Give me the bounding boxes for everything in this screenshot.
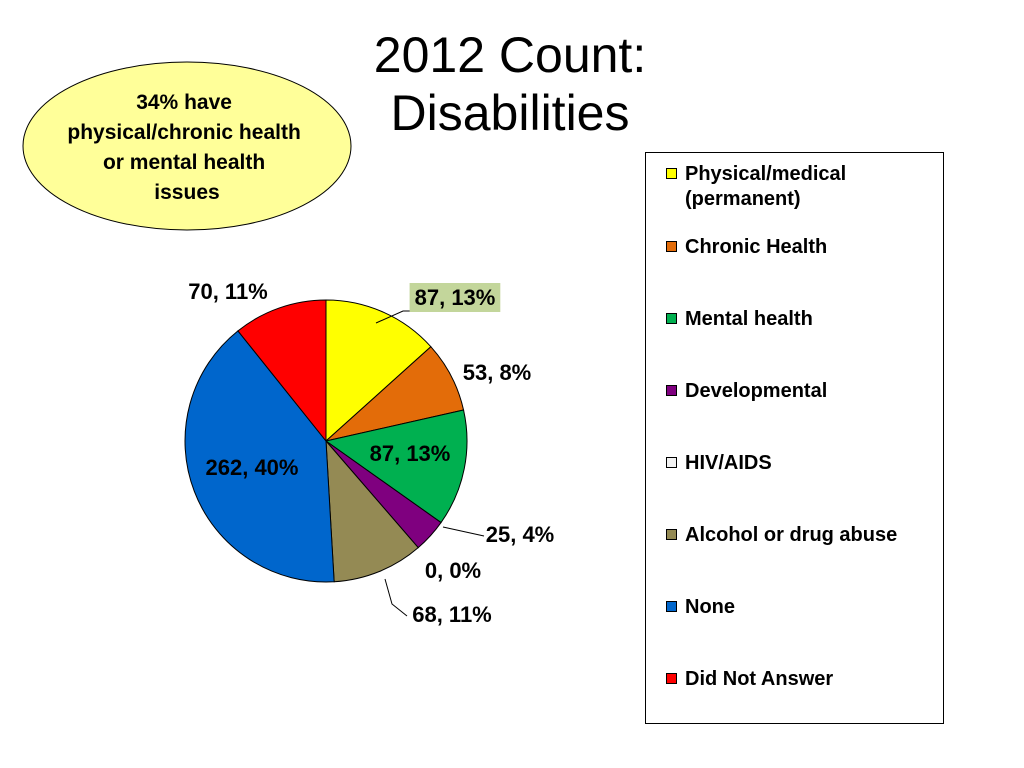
- legend-label-line: HIV/AIDS: [685, 452, 772, 474]
- legend-swatch: [666, 313, 677, 324]
- legend-swatch: [666, 673, 677, 684]
- chart-title-line-2: Disabilities: [390, 85, 630, 141]
- data-label-physical-medical-permanent: 87, 13%: [415, 285, 496, 310]
- data-label-highlight-physical-medical-permanent: [409, 283, 501, 312]
- legend-label-line: Chronic Health: [685, 236, 828, 258]
- legend-swatch: [666, 168, 677, 179]
- legend-label: Alcohol or drug abuse: [685, 523, 935, 548]
- pie-slice-alcohol-or-drug-abuse: [325, 439, 419, 583]
- legend-label: Developmental: [685, 379, 935, 404]
- callout-ellipse: [22, 61, 352, 231]
- pie-slice-did-not-answer: [237, 299, 327, 443]
- legend-swatch: [666, 529, 677, 540]
- legend-label-line: Did Not Answer: [685, 668, 834, 690]
- callout-line-1: 34% have: [136, 91, 232, 114]
- legend-swatch: [666, 385, 677, 396]
- leader-line-developmental: [442, 526, 485, 537]
- data-label-alcohol-or-drug-abuse: 68, 11%: [412, 602, 492, 627]
- callout-line-3: or mental health: [103, 151, 265, 174]
- data-label-none: 262, 40%: [206, 455, 299, 480]
- legend-label-line: (permanent): [685, 188, 801, 210]
- data-label-hiv-aids: 0, 0%: [425, 558, 481, 583]
- pie-data-labels: 87, 13% 53, 8% 87, 13% 25, 4%0, 0% 68, 11% 26…: [188, 279, 554, 627]
- legend-label-line: Developmental: [685, 380, 828, 402]
- legend-swatch: [666, 601, 677, 612]
- legend-label-line: Alcohol or drug abuse: [685, 524, 898, 546]
- callout-bubble: 34% have physical/chronic health or ment…: [22, 61, 352, 231]
- data-label-mental-health: 87, 13%: [370, 441, 451, 466]
- legend-label: Mental health: [685, 307, 935, 332]
- legend-swatch: [666, 241, 677, 252]
- leader-line-alcohol-or-drug-abuse: [384, 578, 408, 617]
- legend-label-line: None: [685, 596, 735, 618]
- legend-label: Did Not Answer: [685, 667, 935, 692]
- callout-line-4: issues: [154, 181, 219, 204]
- legend-label: HIV/AIDS: [685, 451, 935, 476]
- callout-line-2: physical/chronic health: [67, 121, 300, 144]
- data-label-developmental: 25, 4%: [486, 522, 555, 547]
- pie-slice-physical-medical-permanent: [325, 299, 432, 443]
- legend-label-line: Physical/medical: [685, 163, 847, 185]
- callout-text: 34% have physical/chronic health or ment…: [67, 91, 306, 204]
- data-label-chronic-health: 53, 8%: [463, 360, 532, 385]
- legend-label: Chronic Health: [685, 235, 935, 260]
- chart-legend: Physical/medical (permanent) Chronic Healt…: [645, 152, 944, 724]
- legend-swatch: [666, 457, 677, 468]
- pie-slice-mental-health: [324, 409, 468, 524]
- chart-title: 2012 Count: Disabilities: [300, 26, 720, 142]
- data-label-did-not-answer: 70, 11%: [188, 279, 268, 304]
- legend-label-line: Mental health: [685, 308, 813, 330]
- legend-label: None: [685, 595, 935, 620]
- legend-label: Physical/medical (permanent): [685, 162, 935, 212]
- chart-title-line-1: 2012 Count:: [373, 27, 647, 83]
- pie-slice-none: [184, 330, 335, 583]
- pie-slices: [184, 299, 468, 583]
